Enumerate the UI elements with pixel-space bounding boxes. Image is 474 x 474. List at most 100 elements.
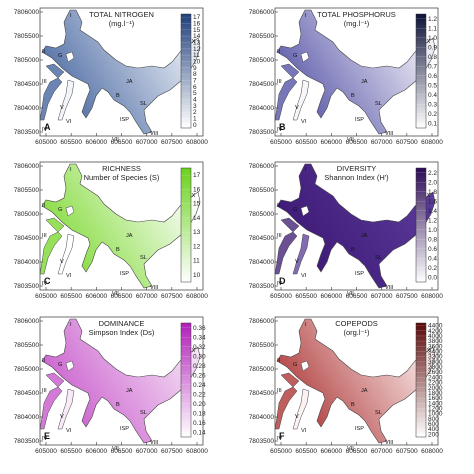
y-tick-label: 7804000 [14, 105, 40, 112]
site-label-v: V [60, 414, 64, 420]
site-label-isp: ISP [355, 426, 364, 432]
colorbar-tick-label: 0.5 [428, 82, 437, 89]
site-label-v: V [295, 105, 299, 111]
site-label-vii: VII [112, 446, 119, 452]
x-tick-label: 607500 [161, 293, 183, 300]
site-label-isp: ISP [120, 117, 129, 123]
colorbar-tick-label: 12 [193, 46, 201, 53]
y-tick-label: 7803500 [14, 129, 40, 136]
site-label-iii: III [42, 388, 47, 394]
site-label-viii: VIII [150, 131, 159, 137]
site-label-g: G [293, 207, 297, 213]
colorbar-tick-label: 3600 [428, 343, 443, 350]
y-tick-label: 7804500 [14, 390, 40, 397]
reservoir-shape [276, 318, 436, 444]
colorbar-tick-label: 16 [193, 186, 201, 193]
map-panel-e: IIIIIIIVVVIVIIVIIIIXGJABSLISPDOMINANCESi… [14, 316, 208, 455]
x-tick-label: 607500 [396, 293, 418, 300]
site-label-i: I [70, 167, 72, 173]
x-tick-label: 607500 [161, 448, 183, 455]
y-tick-label: 7805000 [14, 366, 40, 373]
y-tick-label: 7804000 [249, 414, 275, 421]
site-label-g: G [58, 53, 62, 59]
y-tick-label: 7806000 [14, 9, 40, 16]
x-tick-label: 607000 [136, 293, 158, 300]
island-shape [65, 205, 75, 217]
colorbar-tick-label: 0.24 [193, 382, 206, 389]
x-tick-label: 606000 [85, 293, 107, 300]
site-label-vii: VII [112, 137, 119, 143]
y-tick-label: 7803500 [249, 129, 275, 136]
colorbar-tick-label: 4000 [428, 333, 443, 340]
site-label-sl: SL [375, 410, 382, 416]
site-label-sl: SL [375, 101, 382, 107]
y-tick-label: 7805500 [14, 187, 40, 194]
colorbar-tick-label: 13 [193, 40, 201, 47]
colorbar-tick-label: 0.9 [428, 44, 437, 51]
colorbar-tick-label: 2400 [428, 374, 443, 381]
colorbar-tick-label: 0 [193, 122, 197, 129]
colorbar [415, 167, 427, 283]
x-tick-label: 606000 [85, 448, 107, 455]
colorbar-tick-label: 4200 [428, 328, 443, 335]
x-tick-label: 607000 [371, 293, 393, 300]
colorbar-tick-label: 3000 [428, 359, 443, 366]
colorbar-tick-label: 0.2 [428, 265, 437, 272]
colorbar-tick-label: 1.2 [428, 217, 437, 224]
y-tick-label: 7804500 [249, 81, 275, 88]
colorbar-tick-label: 3200 [428, 354, 443, 361]
site-label-iii: III [277, 388, 282, 394]
site-label-b: B [351, 402, 355, 408]
x-tick-label: 607500 [396, 139, 418, 146]
y-tick-label: 7804500 [14, 235, 40, 242]
colorbar-tick-label: 1400 [428, 400, 443, 407]
colorbar-tick-label: 0.8 [428, 236, 437, 243]
tributary-arm [57, 388, 75, 430]
site-label-isp: ISP [120, 271, 129, 277]
colorbar-tick-label: 0.28 [193, 363, 206, 370]
y-tick-label: 7804000 [249, 105, 275, 112]
panel-letter: E [44, 431, 50, 441]
x-tick-label: 608000 [421, 448, 443, 455]
colorbar-tick-label: 1.0 [428, 227, 437, 234]
site-label-ii: II [42, 49, 46, 55]
site-label-ii: II [42, 203, 46, 209]
site-label-vi: VI [66, 119, 72, 125]
reservoir-shape [41, 318, 201, 444]
y-tick-label: 7805000 [249, 366, 275, 373]
site-label-ja: JA [361, 79, 368, 85]
tributary-arm [292, 233, 310, 275]
x-tick-label: 607000 [136, 139, 158, 146]
panel-title-line: COPEPODS [335, 319, 378, 328]
colorbar-tick-label: 16 [193, 21, 201, 28]
colorbar-tick-label: 2200 [428, 380, 443, 387]
colorbar-tick-label: 1000 [428, 411, 443, 418]
site-label-viii: VIII [150, 285, 159, 291]
y-tick-label: 7804500 [249, 235, 275, 242]
x-tick-label: 608000 [186, 448, 208, 455]
x-tick-label: 605000 [35, 139, 57, 146]
x-tick-label: 608000 [421, 139, 443, 146]
y-tick-label: 7804500 [14, 81, 40, 88]
colorbar-tick-label: 0.1 [428, 120, 437, 127]
colorbar-tick-label: 7 [193, 78, 197, 85]
colorbar-tick-label: 1800 [428, 390, 443, 397]
colorbar-tick-label: 9 [193, 65, 197, 72]
site-label-iii: III [277, 233, 282, 239]
panel-letter: F [279, 431, 285, 441]
panel-letter: D [279, 276, 286, 286]
panel-letter: C [44, 276, 51, 286]
colorbar-tick-label: 1200 [428, 406, 443, 413]
colorbar-tick-label: 15 [193, 27, 201, 34]
x-tick-label: 605000 [270, 139, 292, 146]
colorbar [415, 322, 427, 438]
site-label-isp: ISP [355, 271, 364, 277]
x-tick-label: 605500 [295, 448, 317, 455]
colorbar [415, 13, 427, 129]
site-label-ja: JA [126, 79, 133, 85]
colorbar-tick-label: 11 [193, 52, 200, 59]
site-label-vi: VI [66, 273, 72, 279]
colorbar-tick-label: 600 [428, 421, 439, 428]
site-label-iii: III [277, 79, 282, 85]
site-label-viii: VIII [385, 440, 394, 446]
